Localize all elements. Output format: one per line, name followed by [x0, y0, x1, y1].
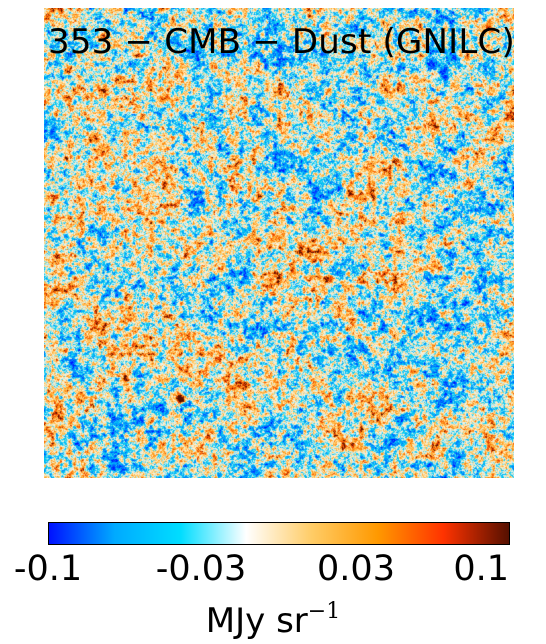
- map-title: 353 − CMB − Dust (GNILC): [48, 22, 514, 62]
- unit-text: MJy sr: [205, 601, 308, 641]
- noise-map-image: [44, 8, 514, 478]
- colorbar-tick-label: -0.03: [155, 549, 247, 589]
- residual-map: 353 − CMB − Dust (GNILC): [44, 8, 514, 478]
- colorbar-tick-label: 0.1: [453, 549, 509, 589]
- colorbar-tick-label: -0.1: [13, 549, 83, 589]
- colorbar-unit-label: MJy sr−1: [0, 592, 546, 641]
- colorbar-tick-label: 0.03: [317, 549, 395, 589]
- colorbar: [48, 522, 510, 545]
- unit-exponent: −1: [307, 599, 341, 624]
